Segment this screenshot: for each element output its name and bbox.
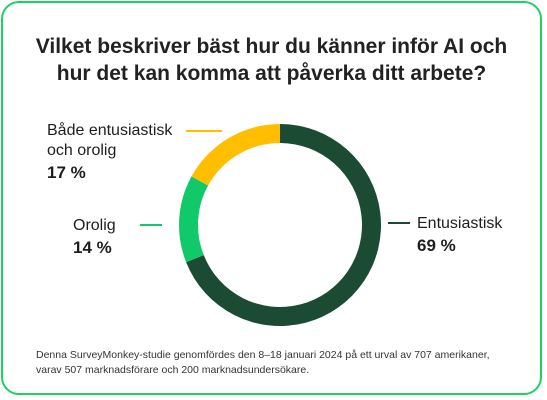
footnote-line-1: Denna SurveyMonkey-studie genomfördes de…	[36, 349, 490, 361]
slice-name-entusiastisk: Entusiastisk	[417, 215, 503, 232]
donut-chart	[179, 124, 382, 326]
footnote-line-2: varav 507 marknadsförare och 200 marknad…	[36, 364, 310, 376]
slice-label-orolig: Orolig 14 %	[73, 216, 116, 258]
chart-card: Vilket beskriver bäst hur du känner infö…	[1, 1, 542, 395]
slice-name-bade-line-1: Både entusiastisk	[47, 122, 173, 139]
slice-value-bade: 17 %	[47, 163, 86, 182]
footnote: Denna SurveyMonkey-studie genomfördes de…	[36, 348, 516, 378]
donut-slice-bade	[191, 124, 280, 186]
connector-line-entusiastisk	[388, 222, 410, 224]
chart-title: Vilket beskriver bäst hur du känner infö…	[23, 33, 520, 87]
donut-slice-orolig	[179, 176, 209, 263]
chart-title-line-2: hur det kan komma att påverka ditt arbet…	[56, 62, 487, 85]
slice-label-bade: Både entusiastisk och orolig 17 %	[47, 121, 172, 183]
connector-line-bade	[186, 130, 222, 132]
chart-title-line-1: Vilket beskriver bäst hur du känner infö…	[35, 35, 508, 58]
donut-slices	[179, 124, 382, 326]
slice-value-orolig: 14 %	[73, 238, 112, 257]
slice-name-orolig: Orolig	[73, 217, 116, 234]
slice-value-entusiastisk: 69 %	[417, 236, 456, 255]
slice-label-entusiastisk: Entusiastisk 69 %	[417, 214, 502, 256]
connector-line-orolig	[140, 224, 162, 226]
slice-name-bade-line-2: och orolig	[47, 142, 117, 159]
